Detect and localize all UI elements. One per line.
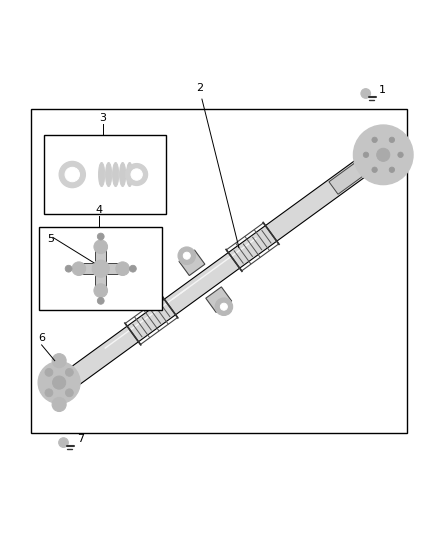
Bar	[39, 227, 162, 310]
Circle shape	[38, 361, 80, 403]
Text: 2: 2	[196, 84, 239, 248]
Circle shape	[65, 167, 80, 182]
Ellipse shape	[113, 163, 119, 187]
Text: 7: 7	[77, 434, 84, 444]
Text: 4: 4	[95, 205, 102, 215]
Circle shape	[65, 265, 72, 272]
Circle shape	[52, 398, 66, 411]
Circle shape	[372, 167, 377, 173]
Ellipse shape	[106, 163, 112, 187]
Polygon shape	[329, 138, 399, 194]
Circle shape	[361, 88, 371, 98]
Polygon shape	[51, 136, 400, 397]
Circle shape	[377, 148, 390, 161]
Circle shape	[97, 233, 104, 240]
Circle shape	[178, 247, 195, 264]
Polygon shape	[95, 247, 106, 269]
Circle shape	[389, 137, 395, 142]
Polygon shape	[95, 269, 106, 290]
Circle shape	[116, 262, 130, 276]
Circle shape	[53, 376, 66, 389]
Circle shape	[72, 262, 86, 276]
Circle shape	[45, 368, 53, 376]
Ellipse shape	[99, 163, 105, 187]
Text: 1: 1	[379, 85, 386, 95]
Circle shape	[97, 297, 104, 304]
Circle shape	[130, 265, 136, 272]
Circle shape	[94, 284, 108, 297]
Circle shape	[94, 240, 108, 254]
Circle shape	[126, 164, 148, 185]
Polygon shape	[79, 263, 101, 274]
Polygon shape	[179, 250, 205, 276]
Text: 6: 6	[38, 333, 45, 343]
Circle shape	[220, 303, 227, 310]
Polygon shape	[206, 287, 232, 312]
Ellipse shape	[127, 163, 133, 187]
Text: 3: 3	[99, 113, 106, 123]
Bar	[31, 109, 407, 433]
Circle shape	[59, 161, 85, 188]
Bar	[44, 135, 166, 214]
Circle shape	[363, 152, 369, 157]
Circle shape	[52, 354, 66, 368]
Circle shape	[131, 169, 142, 180]
Ellipse shape	[120, 163, 126, 187]
Circle shape	[59, 438, 68, 447]
Polygon shape	[101, 263, 123, 274]
Circle shape	[215, 298, 233, 316]
Circle shape	[398, 152, 403, 157]
Circle shape	[45, 389, 53, 397]
Circle shape	[372, 137, 377, 142]
Circle shape	[183, 252, 190, 259]
Text: 5: 5	[47, 233, 54, 244]
Circle shape	[65, 389, 73, 397]
Circle shape	[65, 368, 73, 376]
Circle shape	[353, 125, 413, 184]
Circle shape	[389, 167, 395, 173]
Circle shape	[92, 260, 110, 277]
